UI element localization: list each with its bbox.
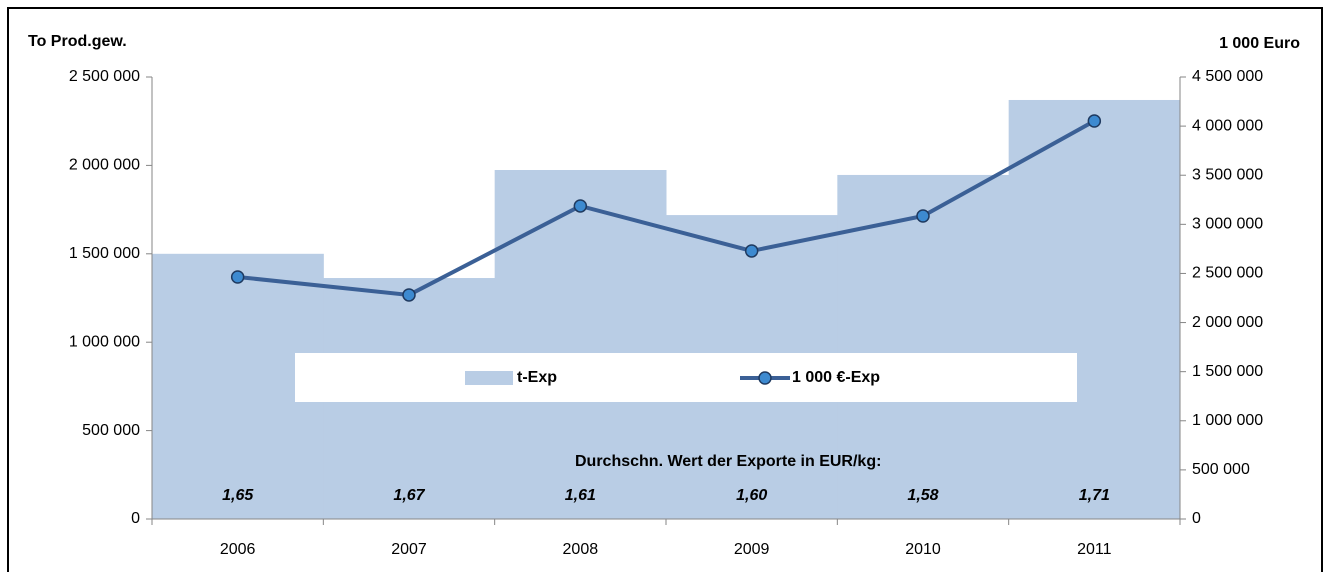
legend-label: t-Exp <box>517 369 557 386</box>
y-tick-label: 2 000 000 <box>69 157 140 174</box>
bar <box>1008 99 1181 519</box>
y-tick-label: 1 000 000 <box>69 333 140 350</box>
y2-tick-label: 2 000 000 <box>1192 314 1263 331</box>
y2-tick-label: 4 000 000 <box>1192 117 1263 134</box>
avg-label: 1,60 <box>736 487 767 504</box>
x-tick-label: 2011 <box>1077 541 1112 558</box>
y2-tick-label: 0 <box>1192 510 1201 527</box>
x-tick-label: 2007 <box>391 541 427 558</box>
y-axis-label: To Prod.gew. <box>28 33 127 50</box>
y-tick-label: 2 500 000 <box>69 68 140 85</box>
legend-marker <box>758 371 772 385</box>
marker <box>1087 114 1102 128</box>
avg-label: 1,67 <box>393 487 425 504</box>
marker <box>916 209 930 223</box>
y2-tick-label: 3 500 000 <box>1192 166 1263 183</box>
avg-label: 1,65 <box>222 487 254 504</box>
y2-tick-label: 1 000 000 <box>1192 412 1263 429</box>
x-tick-label: 2009 <box>734 541 770 558</box>
y2-tick-label: 1 500 000 <box>1192 363 1263 380</box>
avg-label: 1,61 <box>565 487 596 504</box>
marker <box>744 244 759 258</box>
bar <box>494 169 667 519</box>
y-tick-label: 1 500 000 <box>69 245 140 262</box>
y-tick-label: 500 000 <box>82 422 140 439</box>
marker <box>230 270 245 284</box>
legend-label: 1 000 €-Exp <box>792 369 880 386</box>
x-tick-label: 2006 <box>220 541 256 558</box>
marker <box>402 288 416 302</box>
y-tick-label: 0 <box>131 510 140 527</box>
y2-tick-label: 3 000 000 <box>1192 216 1263 233</box>
y2-tick-label: 500 000 <box>1192 461 1250 478</box>
avg-label: 1,58 <box>907 487 938 504</box>
avg-label: 1,71 <box>1079 487 1110 504</box>
x-tick-label: 2010 <box>905 541 941 558</box>
legend-box <box>295 353 1077 402</box>
y2-tick-label: 4 500 000 <box>1192 68 1263 85</box>
bar <box>837 174 1010 519</box>
annotation: Durchschn. Wert der Exporte in EUR/kg: <box>575 453 881 470</box>
chart-frame <box>7 7 1323 572</box>
marker <box>573 199 588 213</box>
y2-tick-label: 2 500 000 <box>1192 265 1263 282</box>
legend-swatch <box>465 371 513 385</box>
y2-axis-label: 1 000 Euro <box>1219 35 1300 52</box>
line <box>237 119 1096 298</box>
x-tick-label: 2008 <box>563 541 599 558</box>
